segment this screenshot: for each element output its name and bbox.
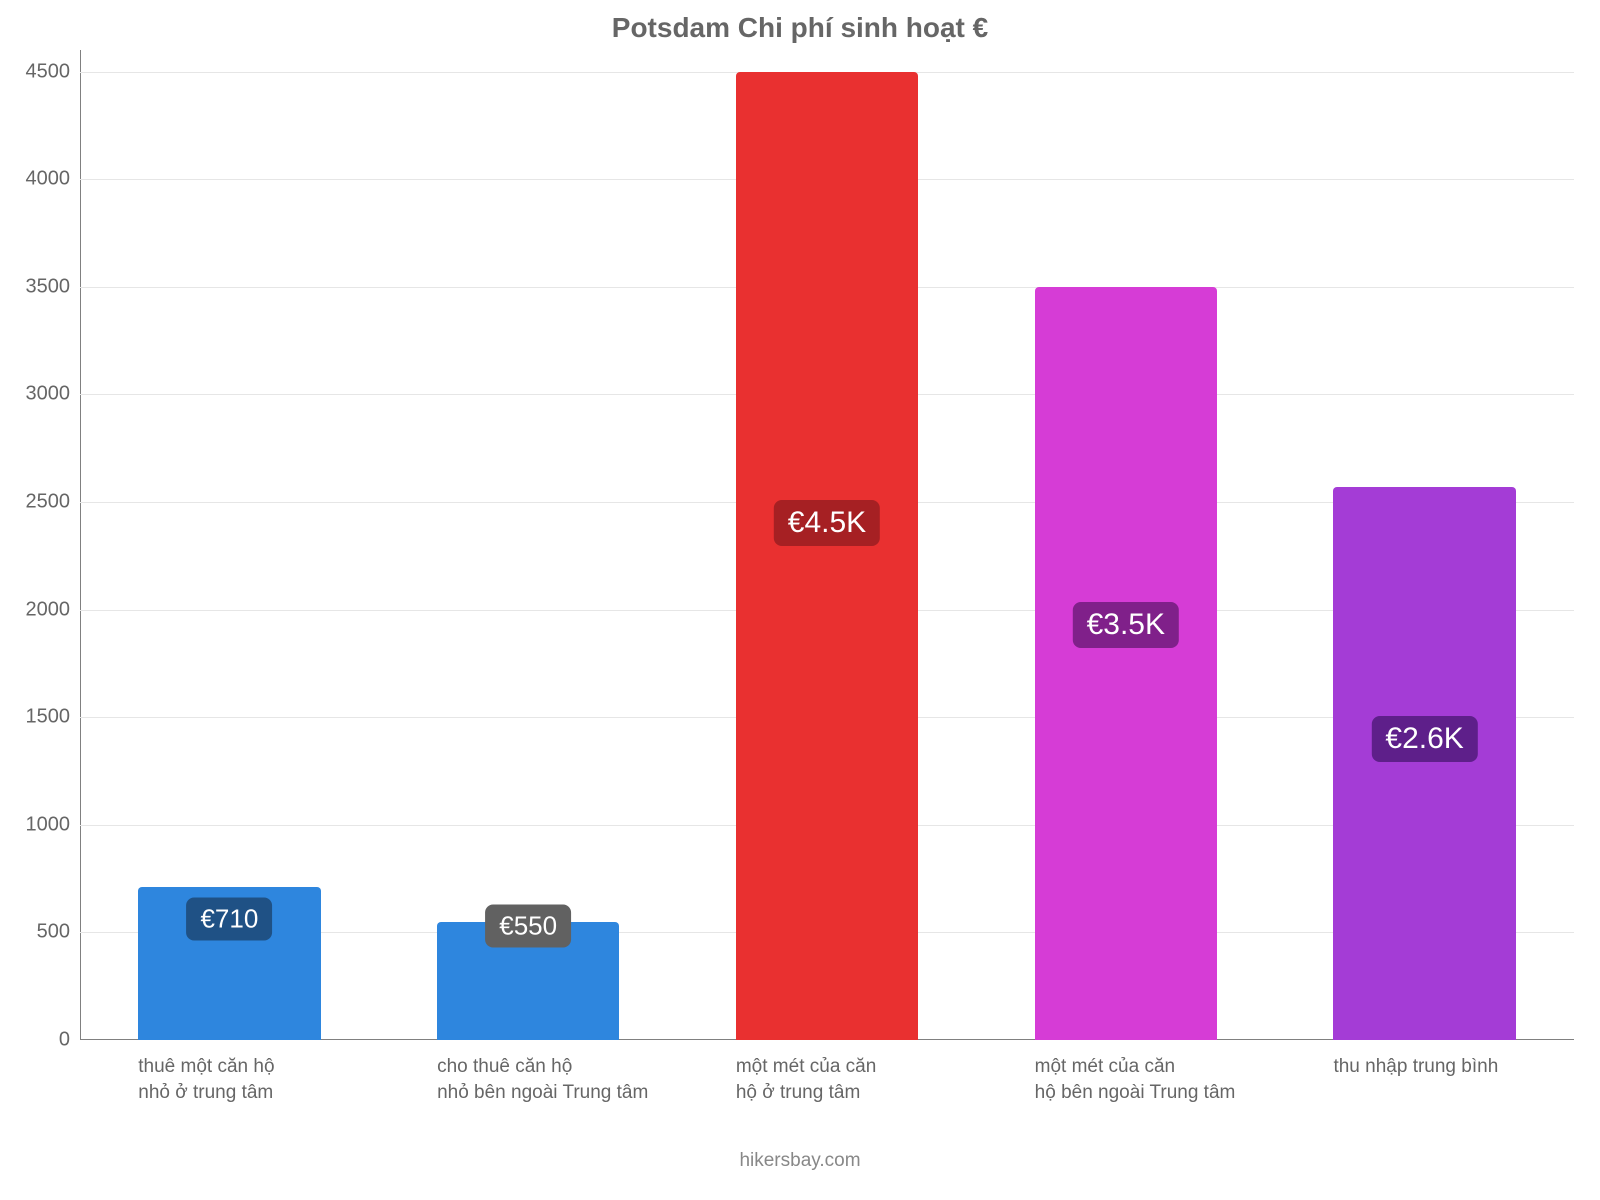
bar (736, 72, 918, 1040)
plot-area: 050010001500200025003000350040004500€710… (80, 50, 1574, 1040)
bar-value-label: €710 (186, 898, 272, 941)
y-axis-line (80, 50, 81, 1040)
y-tick-label: 4000 (26, 168, 81, 191)
y-tick-label: 500 (37, 921, 80, 944)
x-tick-label: cho thuê căn hộnhỏ bên ngoài Trung tâm (437, 1040, 721, 1105)
x-tick-label: thuê một căn hộnhỏ ở trung tâm (138, 1040, 422, 1105)
y-tick-label: 3500 (26, 275, 81, 298)
bar-value-label: €3.5K (1073, 602, 1179, 648)
y-tick-label: 0 (59, 1029, 80, 1052)
y-tick-label: 2000 (26, 598, 81, 621)
y-tick-label: 1000 (26, 813, 81, 836)
bar-value-label: €4.5K (774, 500, 880, 546)
y-tick-label: 4500 (26, 60, 81, 83)
x-tick-label: thu nhập trung bình (1333, 1040, 1600, 1080)
bar (1333, 487, 1515, 1040)
bar-value-label: €2.6K (1371, 716, 1477, 762)
chart-container: Potsdam Chi phí sinh hoạt € 050010001500… (0, 0, 1600, 1200)
y-tick-label: 2500 (26, 490, 81, 513)
bar-value-label: €550 (485, 904, 571, 947)
x-tick-label: một mét của cănhộ ở trung tâm (736, 1040, 1020, 1105)
chart-title: Potsdam Chi phí sinh hoạt € (0, 12, 1600, 44)
y-tick-label: 3000 (26, 383, 81, 406)
bar (1035, 287, 1217, 1040)
y-tick-label: 1500 (26, 706, 81, 729)
attribution-text: hikersbay.com (0, 1150, 1600, 1172)
x-tick-label: một mét của cănhộ bên ngoài Trung tâm (1035, 1040, 1319, 1105)
